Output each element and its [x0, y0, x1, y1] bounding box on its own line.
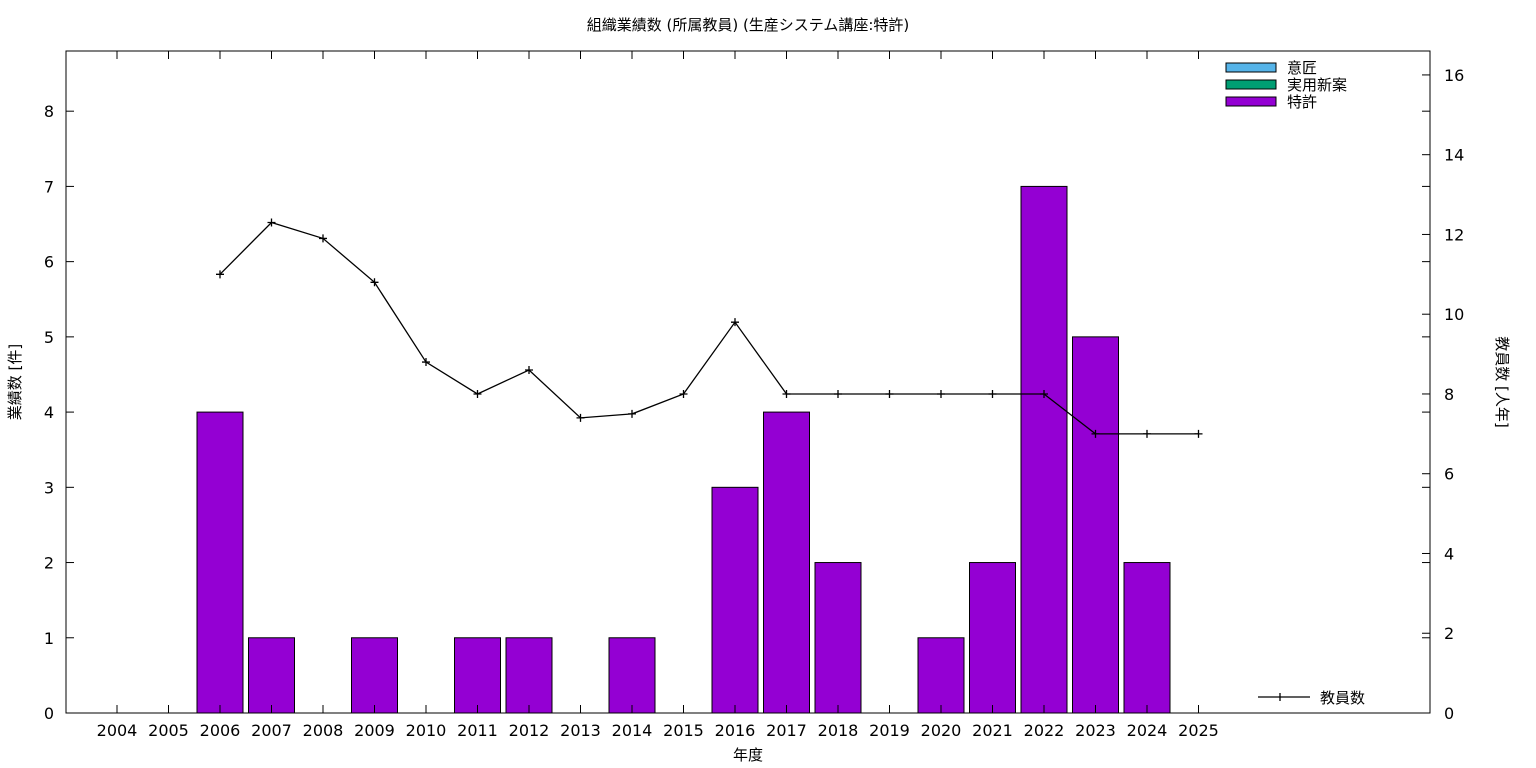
y-tick-label: 1	[44, 629, 54, 648]
y2-tick-label: 0	[1444, 704, 1454, 723]
x-tick-label: 2024	[1127, 721, 1168, 740]
x-tick-label: 2015	[663, 721, 704, 740]
x-tick-label: 2018	[818, 721, 859, 740]
line-point-2018	[834, 389, 842, 398]
line-point-2014	[628, 409, 636, 418]
bar-2020	[917, 637, 965, 714]
y2-tick-label: 4	[1444, 544, 1454, 563]
bar-2024	[1123, 562, 1171, 714]
line-point-2013	[576, 413, 585, 422]
x-tick-label: 2012	[509, 721, 550, 740]
bar-2011	[454, 637, 501, 714]
x-tick-label: 2019	[869, 721, 910, 740]
bar-2021	[969, 562, 1016, 714]
bars-group	[196, 185, 1171, 714]
x-tick-label: 2006	[200, 721, 241, 740]
line-point-2010	[422, 358, 430, 367]
legend-swatch-1	[1225, 79, 1277, 90]
x-tick-label: 2009	[354, 721, 395, 740]
bar-2006	[196, 411, 244, 714]
legend-label-0: 意匠	[1287, 59, 1317, 77]
x-tick-label: 2014	[612, 721, 653, 740]
line-series-group	[216, 218, 1203, 438]
bar-2022	[1020, 185, 1068, 714]
legend-label-line: 教員数	[1320, 689, 1365, 707]
plot-frame	[65, 50, 1431, 714]
x-tick-label: 2023	[1075, 721, 1116, 740]
y-tick-label: 0	[44, 704, 54, 723]
bar-2007	[248, 637, 295, 714]
y2-tick-label: 6	[1444, 465, 1454, 484]
teacher-count-line	[219, 221, 1199, 435]
bar-2012	[505, 637, 553, 714]
line-point-2015	[679, 389, 688, 398]
line-point-2023	[1091, 429, 1100, 438]
bar-2016	[711, 486, 759, 714]
y2-tick-label: 16	[1444, 66, 1464, 85]
x-tick-label: 2017	[766, 721, 807, 740]
x-tick-label: 2020	[921, 721, 962, 740]
y2-tick-label: 8	[1444, 385, 1454, 404]
x-tick-label: 2004	[97, 721, 138, 740]
x-tick-label: 2016	[715, 721, 756, 740]
line-point-2020	[937, 389, 945, 398]
legend-swatch-0	[1225, 62, 1277, 73]
line-point-2007	[267, 218, 276, 227]
line-point-2022	[1040, 389, 1048, 398]
line-point-2011	[473, 389, 482, 398]
y-tick-label: 2	[44, 554, 54, 573]
y-tick-label: 5	[44, 328, 54, 347]
line-point-2017	[782, 389, 791, 398]
x-tick-label: 2025	[1178, 721, 1219, 740]
y2-axis-label: 教員数 [人年]	[1493, 336, 1511, 427]
line-point-2012	[525, 366, 533, 375]
legend-label-2: 特許	[1287, 93, 1317, 111]
line-point-2024	[1143, 429, 1151, 438]
line-point-2021	[988, 389, 997, 398]
x-tick-label: 2008	[303, 721, 344, 740]
legend-swatch-2	[1225, 96, 1277, 107]
line-point-2016	[731, 318, 739, 327]
y-tick-label: 3	[44, 478, 54, 497]
y-tick-label: 8	[44, 102, 54, 121]
bar-2018	[814, 562, 862, 714]
line-point-2019	[885, 389, 894, 398]
x-tick-label: 2021	[972, 721, 1013, 740]
chart-title: 組織業績数 (所属教員) (生産システム講座:特許)	[587, 16, 910, 34]
x-tick-label: 2010	[406, 721, 447, 740]
y-axis-label: 業績数 [件]	[6, 344, 24, 420]
x-tick-label: 2007	[251, 721, 292, 740]
line-point-2008	[319, 234, 327, 243]
x-tick-label: 2013	[560, 721, 601, 740]
x-tick-label: 2011	[457, 721, 498, 740]
y-tick-label: 6	[44, 253, 54, 272]
y-tick-label: 7	[44, 177, 54, 196]
line-point-2009	[370, 278, 379, 287]
y2-tick-label: 2	[1444, 624, 1454, 643]
line-point-2006	[216, 270, 224, 279]
y2-tick-label: 10	[1444, 305, 1464, 324]
x-tick-label: 2022	[1024, 721, 1065, 740]
line-point-2025	[1194, 429, 1203, 438]
bar-2023	[1072, 336, 1119, 714]
bar-2009	[351, 637, 398, 714]
y2-tick-label: 14	[1444, 146, 1464, 165]
bar-2017	[763, 411, 810, 714]
x-tick-label: 2005	[148, 721, 189, 740]
y2-tick-label: 12	[1444, 225, 1464, 244]
legend-label-1: 実用新案	[1287, 76, 1347, 94]
bar-2014	[608, 637, 656, 714]
y-tick-label: 4	[44, 403, 54, 422]
x-axis-label: 年度	[733, 746, 763, 764]
